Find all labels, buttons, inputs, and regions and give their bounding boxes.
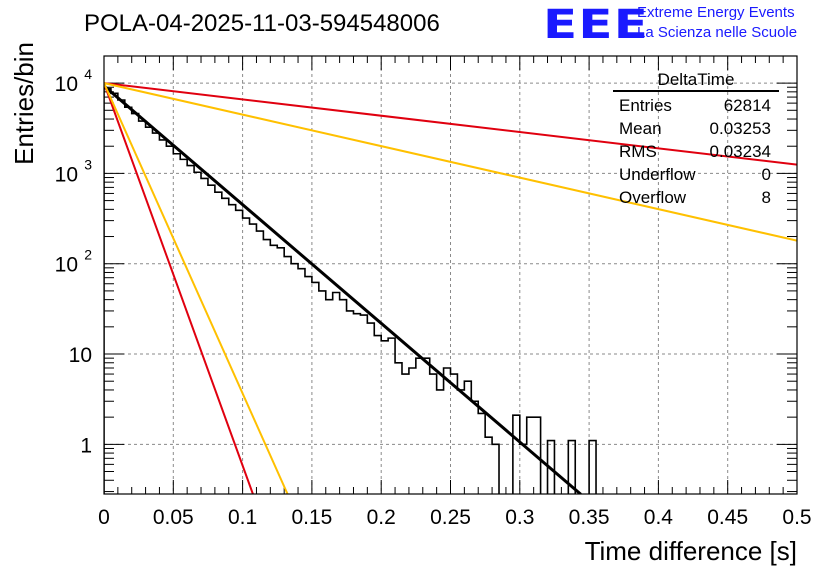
y-tick-label: 10 [69, 344, 92, 367]
x-tick-label: 0.25 [430, 506, 471, 529]
histogram-bars [104, 87, 597, 494]
x-tick-label: 0.5 [782, 506, 811, 529]
x-tick-label: 0.4 [644, 506, 674, 529]
x-tick-label: 0 [98, 506, 110, 529]
stats-title: DeltaTime [657, 70, 735, 89]
plot-frame [103, 55, 798, 495]
y-tick-exponent: 4 [84, 66, 92, 82]
stats-label: Entries [619, 96, 672, 115]
y-tick-label: 1 [80, 434, 92, 457]
stats-value: 8 [761, 188, 771, 207]
eee-logo: EEE [543, 2, 650, 48]
series-line-orange-steep [104, 82, 289, 494]
series-line-fit [104, 84, 582, 494]
stats-value: 0 [761, 165, 771, 184]
x-tick-label: 0.3 [505, 506, 534, 529]
logo-line-2: La Scienza nelle Scuole [637, 24, 798, 41]
logo-line-1: Extreme Energy Events [637, 4, 795, 21]
stats-divider [613, 90, 779, 92]
y-tick-label: 10 [55, 254, 78, 277]
stats-value: 62814 [723, 96, 771, 115]
x-tick-label: 0.05 [153, 506, 194, 529]
x-tick-label: 0.2 [367, 506, 396, 529]
stats-label: RMS [619, 142, 657, 161]
stats-value: 0.03234 [709, 142, 771, 161]
stats-row-overflow: Overflow 8 [613, 186, 779, 209]
x-axis-label: Time difference [s] [585, 536, 797, 566]
stats-row-entries: Entries 62814 [613, 94, 779, 117]
stats-row-rms: RMS 0.03234 [613, 140, 779, 163]
stats-row-mean: Mean 0.03253 [613, 117, 779, 140]
y-axis-label: Entries/bin [9, 42, 39, 165]
y-tick-label: 10 [55, 163, 78, 186]
chart-title: POLA-04-2025-11-03-594548006 [84, 10, 440, 37]
y-tick-label: 10 [55, 73, 78, 96]
stats-row-underflow: Underflow 0 [613, 163, 779, 186]
series-line-red-steep [104, 82, 254, 494]
stats-value: 0.03253 [709, 119, 771, 138]
y-tick-exponent: 2 [84, 247, 92, 263]
stats-label: Mean [619, 119, 662, 138]
stats-label: Overflow [619, 188, 687, 207]
series-line-orange-shallow [104, 82, 797, 242]
stats-label: Underflow [619, 165, 696, 184]
x-tick-label: 0.1 [228, 506, 257, 529]
x-tick-label: 0.15 [291, 506, 332, 529]
x-tick-label: 0.35 [569, 506, 610, 529]
y-tick-exponent: 3 [84, 156, 92, 172]
stats-box: DeltaTime Entries 62814 Mean 0.03253 RMS… [613, 70, 779, 209]
x-tick-label: 0.45 [707, 506, 748, 529]
series-line-red-shallow [104, 82, 797, 166]
